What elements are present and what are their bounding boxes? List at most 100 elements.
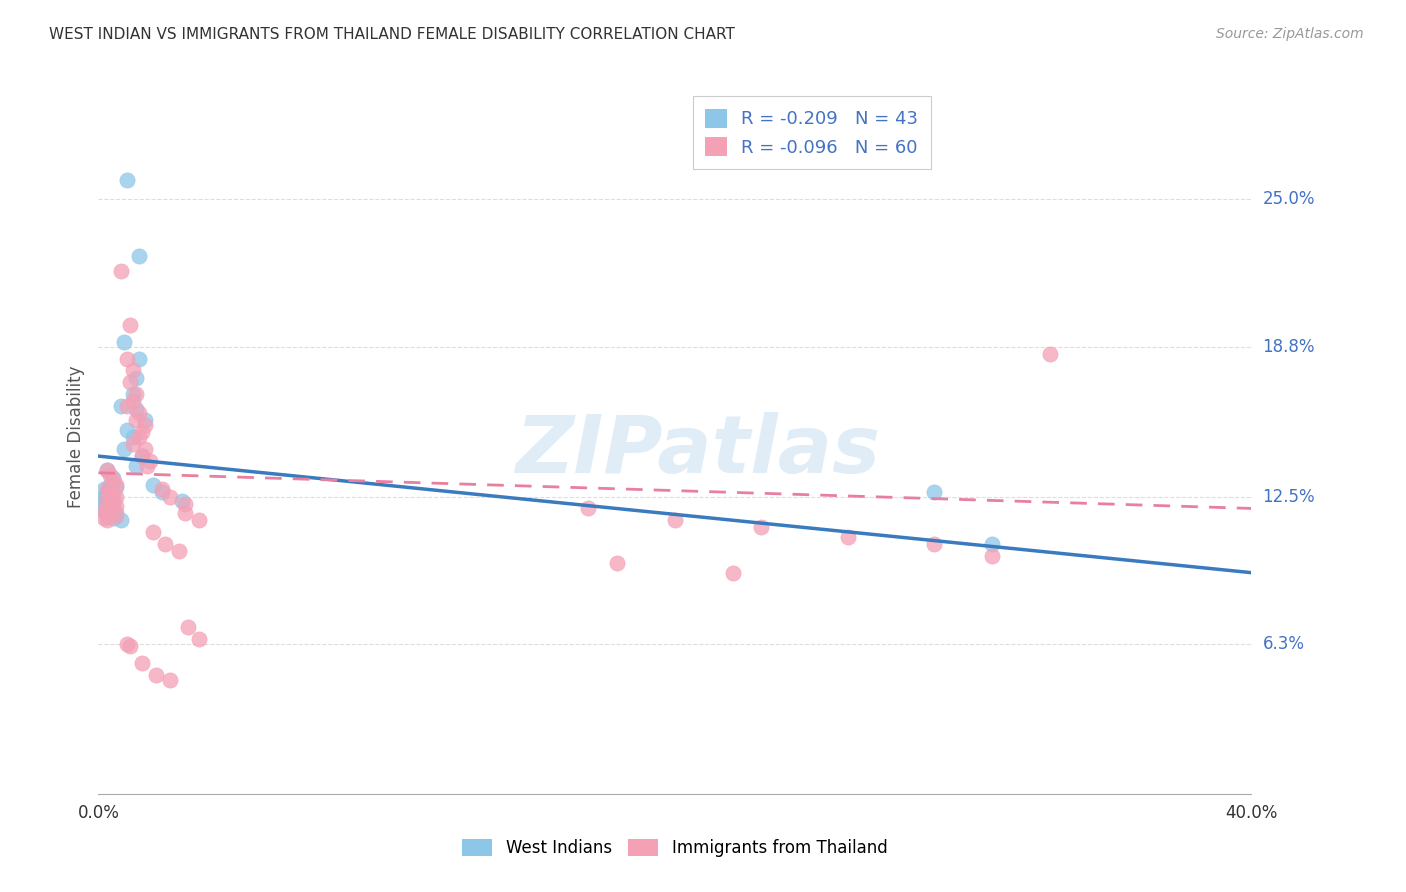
Text: ZIPatlas: ZIPatlas (516, 412, 880, 491)
Text: 12.5%: 12.5% (1263, 488, 1315, 506)
Point (122, 387, 145, 401)
Point (96, 463, 118, 477)
Text: 6.3%: 6.3% (1263, 635, 1305, 653)
Point (101, 497, 124, 511)
Point (117, 173, 139, 187)
Point (122, 437, 145, 451)
Point (96, 508, 118, 523)
Point (98, 484, 121, 499)
Point (131, 425, 153, 440)
Point (128, 430, 150, 444)
Point (150, 484, 173, 499)
Point (101, 501, 124, 516)
Point (96, 490, 118, 504)
Point (93, 490, 115, 504)
Point (125, 413, 148, 427)
Text: 18.8%: 18.8% (1263, 338, 1315, 356)
Point (125, 370, 148, 384)
Point (142, 525, 165, 540)
Point (924, 484, 946, 499)
Point (578, 501, 600, 516)
Point (924, 537, 946, 551)
Point (159, 490, 181, 504)
Point (142, 477, 165, 491)
Point (188, 632, 211, 647)
Point (93, 483, 115, 497)
Point (93, 499, 115, 513)
Point (128, 249, 150, 263)
Point (104, 477, 127, 491)
Point (128, 406, 150, 420)
Point (134, 413, 156, 427)
Point (96, 513, 118, 527)
Point (981, 549, 1004, 563)
Point (112, 334, 135, 349)
Point (131, 449, 153, 463)
Point (751, 520, 773, 534)
Point (125, 401, 148, 416)
Point (120, 318, 142, 333)
Point (139, 454, 162, 468)
Point (112, 442, 135, 456)
Point (110, 263, 132, 277)
Point (98, 494, 121, 508)
Point (110, 513, 132, 527)
Point (117, 423, 139, 437)
Point (136, 458, 159, 473)
Point (122, 394, 145, 409)
Point (153, 537, 176, 551)
Point (110, 399, 132, 413)
Point (98, 468, 121, 483)
Point (96, 497, 118, 511)
Point (664, 513, 686, 527)
Point (125, 458, 148, 473)
Point (98, 487, 121, 501)
Point (117, 399, 139, 413)
Point (150, 483, 173, 497)
Point (96, 463, 118, 477)
Point (101, 470, 124, 484)
Point (98, 477, 121, 491)
Point (120, 640, 142, 654)
Point (134, 418, 156, 433)
Point (104, 480, 127, 494)
Point (188, 513, 211, 527)
Point (174, 497, 197, 511)
Point (837, 530, 859, 544)
Point (101, 491, 124, 506)
Point (96, 484, 118, 499)
Text: Source: ZipAtlas.com: Source: ZipAtlas.com (1216, 27, 1364, 41)
Point (606, 556, 628, 570)
Point (128, 351, 150, 366)
Point (93, 504, 115, 518)
Point (131, 656, 153, 670)
Point (159, 673, 181, 687)
Point (104, 490, 127, 504)
Point (96, 483, 118, 497)
Text: 25.0%: 25.0% (1263, 190, 1315, 208)
Point (96, 499, 118, 513)
Text: WEST INDIAN VS IMMIGRANTS FROM THAILAND FEMALE DISABILITY CORRELATION CHART: WEST INDIAN VS IMMIGRANTS FROM THAILAND … (49, 27, 735, 42)
Point (131, 449, 153, 463)
Point (177, 620, 200, 634)
Point (117, 351, 139, 366)
Point (98, 497, 121, 511)
Point (96, 501, 118, 516)
Point (101, 511, 124, 525)
Point (101, 487, 124, 501)
Point (101, 473, 124, 487)
Point (93, 504, 115, 518)
Point (170, 494, 193, 508)
Y-axis label: Female Disability: Female Disability (66, 366, 84, 508)
Point (125, 387, 148, 401)
Point (122, 363, 145, 377)
Point (145, 668, 167, 682)
Point (117, 637, 139, 651)
Point (93, 494, 115, 508)
Point (174, 506, 197, 520)
Point (122, 430, 145, 444)
Point (120, 376, 142, 390)
Point (98, 506, 121, 520)
Point (721, 566, 744, 580)
Point (96, 491, 118, 506)
